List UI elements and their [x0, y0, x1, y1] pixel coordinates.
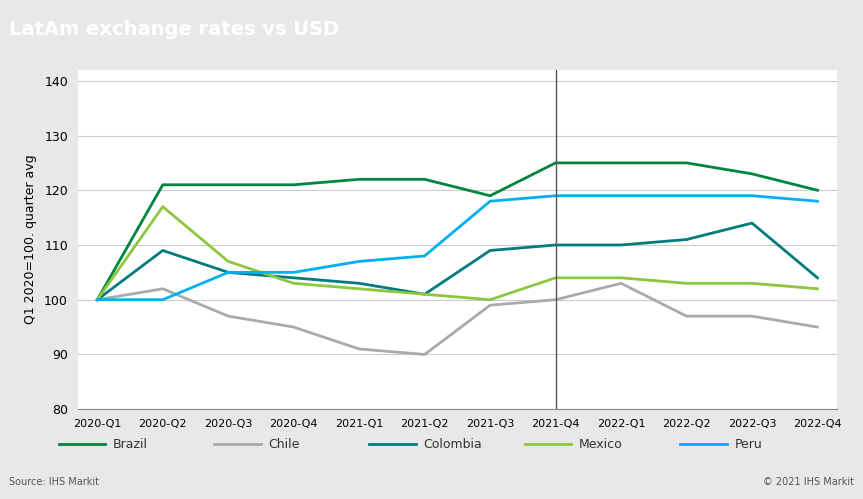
Text: Brazil: Brazil — [113, 438, 148, 451]
Text: © 2021 IHS Markit: © 2021 IHS Markit — [764, 477, 854, 487]
Y-axis label: Q1 2020=100. quarter avg: Q1 2020=100. quarter avg — [24, 155, 37, 324]
Text: Chile: Chile — [268, 438, 299, 451]
Text: LatAm exchange rates vs USD: LatAm exchange rates vs USD — [9, 20, 339, 39]
Text: Source: IHS Markit: Source: IHS Markit — [9, 477, 98, 487]
Text: Mexico: Mexico — [579, 438, 623, 451]
Text: Peru: Peru — [734, 438, 762, 451]
Text: Colombia: Colombia — [424, 438, 482, 451]
